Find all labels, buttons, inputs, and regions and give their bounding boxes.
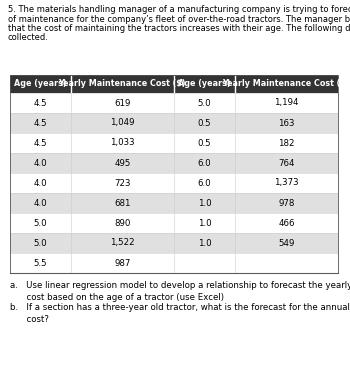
Text: 182: 182: [278, 138, 295, 147]
Bar: [71, 133, 174, 153]
Bar: [71, 253, 174, 273]
Bar: [235, 133, 338, 153]
Bar: [235, 93, 338, 113]
Bar: [235, 113, 338, 133]
Text: 4.5: 4.5: [34, 99, 47, 108]
Text: 619: 619: [114, 99, 131, 108]
Text: 6.0: 6.0: [197, 179, 211, 188]
Text: 466: 466: [278, 219, 295, 227]
Bar: [174, 193, 235, 213]
Text: Yearly Maintenance Cost ($): Yearly Maintenance Cost ($): [58, 80, 186, 89]
Text: b.   If a section has a three-year old tractor, what is the forecast for the ann: b. If a section has a three-year old tra…: [10, 303, 350, 324]
Text: 681: 681: [114, 199, 131, 207]
Text: 723: 723: [114, 179, 131, 188]
Text: that the cost of maintaining the tractors increases with their age. The followin: that the cost of maintaining the tractor…: [8, 24, 350, 33]
Bar: [174, 93, 235, 113]
Bar: [174, 213, 235, 233]
Text: 4.0: 4.0: [34, 158, 47, 168]
Bar: [10, 113, 71, 133]
Bar: [235, 173, 338, 193]
Text: 163: 163: [278, 119, 295, 127]
Text: 1.0: 1.0: [197, 199, 211, 207]
Bar: [71, 193, 174, 213]
Bar: [71, 93, 174, 113]
Text: 978: 978: [278, 199, 295, 207]
Bar: [235, 193, 338, 213]
Bar: [235, 213, 338, 233]
Bar: [71, 113, 174, 133]
Bar: [174, 153, 235, 173]
Bar: [10, 253, 71, 273]
Text: 987: 987: [114, 258, 131, 268]
Bar: [10, 233, 71, 253]
Bar: [235, 153, 338, 173]
Bar: [235, 253, 338, 273]
Bar: [10, 93, 71, 113]
Text: 495: 495: [114, 158, 131, 168]
Text: Yearly Maintenance Cost ($): Yearly Maintenance Cost ($): [223, 80, 350, 89]
Text: 5.0: 5.0: [34, 238, 47, 247]
Text: 4.0: 4.0: [34, 179, 47, 188]
Text: a.   Use linear regression model to develop a relationship to forecast the yearl: a. Use linear regression model to develo…: [10, 281, 350, 302]
Bar: [174, 113, 235, 133]
Text: 4.0: 4.0: [34, 199, 47, 207]
Bar: [174, 75, 235, 93]
Text: 890: 890: [114, 219, 131, 227]
Bar: [10, 213, 71, 233]
Text: of maintenance for the company’s fleet of over-the-road tractors. The manager be: of maintenance for the company’s fleet o…: [8, 14, 350, 23]
Text: 4.5: 4.5: [34, 119, 47, 127]
Bar: [10, 153, 71, 173]
Bar: [10, 75, 71, 93]
Text: 5.5: 5.5: [34, 258, 47, 268]
Text: 6.0: 6.0: [197, 158, 211, 168]
Bar: [10, 193, 71, 213]
Bar: [71, 213, 174, 233]
Text: collected.: collected.: [8, 33, 49, 42]
Text: 764: 764: [278, 158, 295, 168]
Text: 0.5: 0.5: [197, 138, 211, 147]
Bar: [174, 133, 235, 153]
Text: 1,033: 1,033: [110, 138, 135, 147]
Bar: [10, 133, 71, 153]
Text: 5. The materials handling manager of a manufacturing company is trying to foreca: 5. The materials handling manager of a m…: [8, 5, 350, 14]
Text: 1.0: 1.0: [197, 219, 211, 227]
Text: 0.5: 0.5: [197, 119, 211, 127]
Bar: [71, 173, 174, 193]
Text: 1,049: 1,049: [110, 119, 135, 127]
Text: 1,194: 1,194: [274, 99, 299, 108]
Text: Age (years): Age (years): [178, 80, 231, 89]
Text: 4.5: 4.5: [34, 138, 47, 147]
Text: 1,522: 1,522: [110, 238, 135, 247]
Text: 549: 549: [278, 238, 295, 247]
Bar: [71, 233, 174, 253]
Bar: [174, 173, 235, 193]
Text: 1.0: 1.0: [197, 238, 211, 247]
Bar: [10, 173, 71, 193]
Bar: [174, 253, 235, 273]
Text: 5.0: 5.0: [34, 219, 47, 227]
Bar: [71, 153, 174, 173]
Bar: [174, 233, 235, 253]
Text: 1,373: 1,373: [274, 179, 299, 188]
Text: 5.0: 5.0: [197, 99, 211, 108]
Bar: [235, 233, 338, 253]
Bar: [71, 75, 174, 93]
Text: Age (years): Age (years): [14, 80, 66, 89]
Bar: [235, 75, 338, 93]
